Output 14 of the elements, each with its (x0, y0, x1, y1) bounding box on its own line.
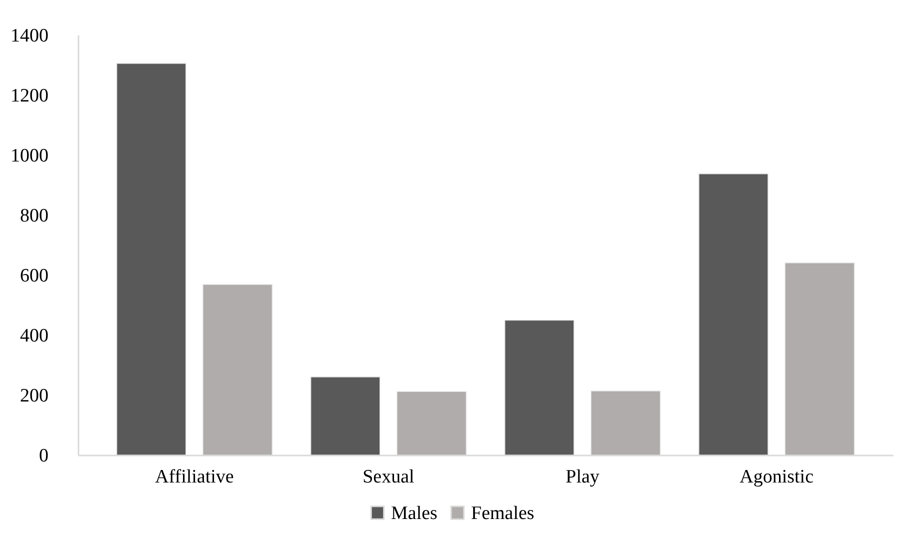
legend-label: Females (471, 502, 534, 524)
y-tick-label: 1400 (10, 26, 48, 46)
x-tick-label: Affiliative (155, 466, 234, 488)
x-tick-label: Play (566, 466, 600, 488)
legend-label: Males (391, 502, 438, 524)
y-tick-label: 1000 (10, 146, 48, 166)
x-tick-label: Sexual (362, 466, 414, 488)
y-tick-label: 1200 (10, 86, 48, 106)
y-tick-label: 400 (20, 326, 48, 346)
y-tick-label: 0 (39, 446, 48, 466)
y-tick-label: 200 (20, 386, 48, 406)
x-tick-label: Agonistic (740, 466, 814, 488)
y-tick-label: 800 (20, 206, 48, 226)
y-tick-label: 600 (20, 266, 48, 286)
